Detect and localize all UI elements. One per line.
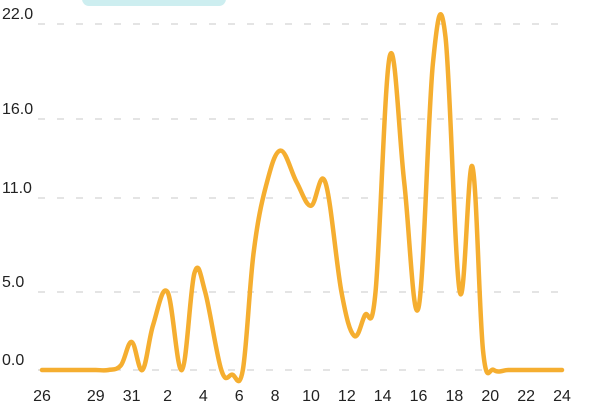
- y-tick-label: 0.0: [2, 352, 24, 369]
- x-tick-label: 4: [199, 388, 208, 405]
- x-tick-label: 26: [33, 388, 51, 405]
- series-line: [39, 12, 565, 384]
- y-tick-label: 11.0: [2, 180, 32, 197]
- x-axis-tick-labels: 26 29 31 2 4 6 8 10 12 14 16 18 20 22 24: [33, 388, 571, 405]
- x-tick-label: 18: [446, 388, 464, 405]
- x-tick-label: 31: [123, 388, 141, 405]
- x-tick-label: 29: [87, 388, 105, 405]
- x-tick-label: 20: [481, 388, 499, 405]
- x-tick-label: 6: [235, 388, 244, 405]
- y-tick-label: 16.0: [2, 101, 33, 118]
- x-tick-label: 24: [553, 388, 571, 405]
- x-tick-label: 22: [517, 388, 535, 405]
- series-layer: [39, 12, 565, 384]
- y-tick-label: 5.0: [2, 274, 24, 291]
- top-pill-decoration: [82, 0, 226, 6]
- x-tick-label: 10: [302, 388, 320, 405]
- x-tick-label: 16: [410, 388, 428, 405]
- x-tick-label: 8: [271, 388, 280, 405]
- x-tick-label: 2: [163, 388, 172, 405]
- y-axis-tick-labels: 0.0 5.0 11.0 16.0 22.0: [2, 6, 33, 369]
- x-tick-label: 12: [338, 388, 356, 405]
- y-tick-label: 22.0: [2, 6, 33, 23]
- x-tick-label: 14: [374, 388, 392, 405]
